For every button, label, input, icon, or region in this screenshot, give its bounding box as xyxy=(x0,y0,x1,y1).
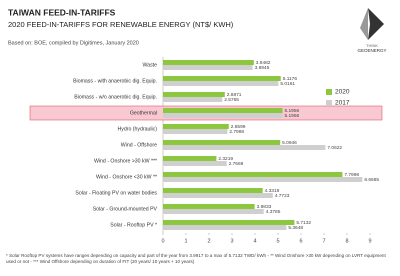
value-label: 2.5765 xyxy=(224,97,239,103)
y-tick-label: Biomass - with anaerobic dig. Equip. xyxy=(73,78,157,84)
y-tick-label: Solar - Floating PV on water bodies xyxy=(75,190,157,196)
bar xyxy=(163,193,273,198)
y-tick-label: Hydro (hydraulic) xyxy=(118,126,158,132)
chart-subtitle: 2020 FEED-IN-TARIFFS FOR RENEWABLE ENERG… xyxy=(8,20,234,29)
value-label: 5.3648 xyxy=(288,225,303,231)
value-label: 7.7998 xyxy=(344,172,359,178)
bar xyxy=(163,220,295,225)
y-tick-label: Geothermal xyxy=(130,110,157,116)
value-label: 8.6685 xyxy=(364,177,379,183)
x-tick-label: 2 xyxy=(207,238,210,244)
y-tick-label: Solar - Ground-mounted PV xyxy=(93,206,158,212)
value-label: 3.9833 xyxy=(257,204,272,210)
logo-text: THINK xyxy=(366,43,378,48)
bar xyxy=(163,108,283,113)
bar xyxy=(163,204,255,209)
y-tick-label: Wind - Onshore <30 kW ** xyxy=(96,174,157,180)
value-label: 2.6871 xyxy=(227,92,242,98)
logo: THINK GEOENERGY xyxy=(357,8,387,53)
bar xyxy=(163,225,287,230)
footnote: * Solar Rooftop PV systems have ranges d… xyxy=(6,253,386,264)
bar xyxy=(163,76,281,81)
legend-swatch xyxy=(326,100,332,106)
value-label: 5.1956 xyxy=(284,113,299,119)
value-label: 2.7988 xyxy=(229,129,244,135)
logo-shape xyxy=(360,8,368,40)
y-tick-label: Biomass - w/o anaerobic dig. Equip. xyxy=(74,94,157,100)
legend-swatch xyxy=(326,89,332,95)
bar xyxy=(163,92,225,97)
value-label: 4.7723 xyxy=(275,193,290,199)
source: Based on: BOE, compiled by Digitimes, Ja… xyxy=(8,40,139,46)
x-tick-label: 9 xyxy=(368,238,371,244)
y-tick-label: Waste xyxy=(142,62,157,68)
logo-text: GEOENERGY xyxy=(357,48,386,53)
x-tick-label: 6 xyxy=(299,238,302,244)
x-tick-label: 5 xyxy=(276,238,279,244)
bar xyxy=(163,177,363,182)
value-label: 4.3785 xyxy=(266,209,281,215)
value-label: 4.3319 xyxy=(265,188,280,194)
footnote-box: * Solar Rooftop PV systems have ranges d… xyxy=(6,253,386,264)
x-tick-label: 7 xyxy=(322,238,325,244)
bar xyxy=(163,81,279,86)
x-tick-label: 1 xyxy=(184,238,187,244)
x-tick-label: 0 xyxy=(161,238,164,244)
value-label: 5.0946 xyxy=(282,140,297,146)
x-tick-label: 8 xyxy=(345,238,348,244)
x-tick-label: 4 xyxy=(253,238,256,244)
bar xyxy=(163,60,254,65)
logo-shape xyxy=(368,8,384,40)
bar xyxy=(163,129,228,134)
chart-title: TAIWAN FEED-IN-TARIFFS xyxy=(8,7,116,17)
bar xyxy=(163,172,343,177)
bar xyxy=(163,209,264,214)
value-label: 5.7132 xyxy=(296,220,311,226)
y-tick-label: Wind - Offshore xyxy=(121,142,157,148)
bar xyxy=(163,65,253,70)
value-label: 2.8599 xyxy=(231,124,246,130)
value-label: 5.1956 xyxy=(284,108,299,114)
value-label: 5.0161 xyxy=(280,81,295,87)
value-label: 3.9482 xyxy=(256,60,271,66)
y-tick-label: Wind - Onshore >30 kW *** xyxy=(94,158,157,164)
bar xyxy=(163,145,326,150)
x-tick-label: 3 xyxy=(230,238,233,244)
value-label: 5.1176 xyxy=(283,76,298,82)
value-label: 7.0622 xyxy=(327,145,342,151)
value-label: 2.7669 xyxy=(229,161,244,167)
bar xyxy=(163,124,229,129)
bar xyxy=(163,97,223,102)
bar xyxy=(163,140,281,145)
bar xyxy=(163,188,263,193)
value-label: 2.3219 xyxy=(218,156,233,162)
bar xyxy=(163,161,227,166)
y-tick-label: Solar - Rooftop PV * xyxy=(110,222,157,228)
bar xyxy=(163,156,217,161)
legend-label: 2017 xyxy=(335,100,350,107)
legend-label: 2020 xyxy=(335,89,350,96)
value-label: 3.8945 xyxy=(255,65,270,71)
bar xyxy=(163,113,283,118)
